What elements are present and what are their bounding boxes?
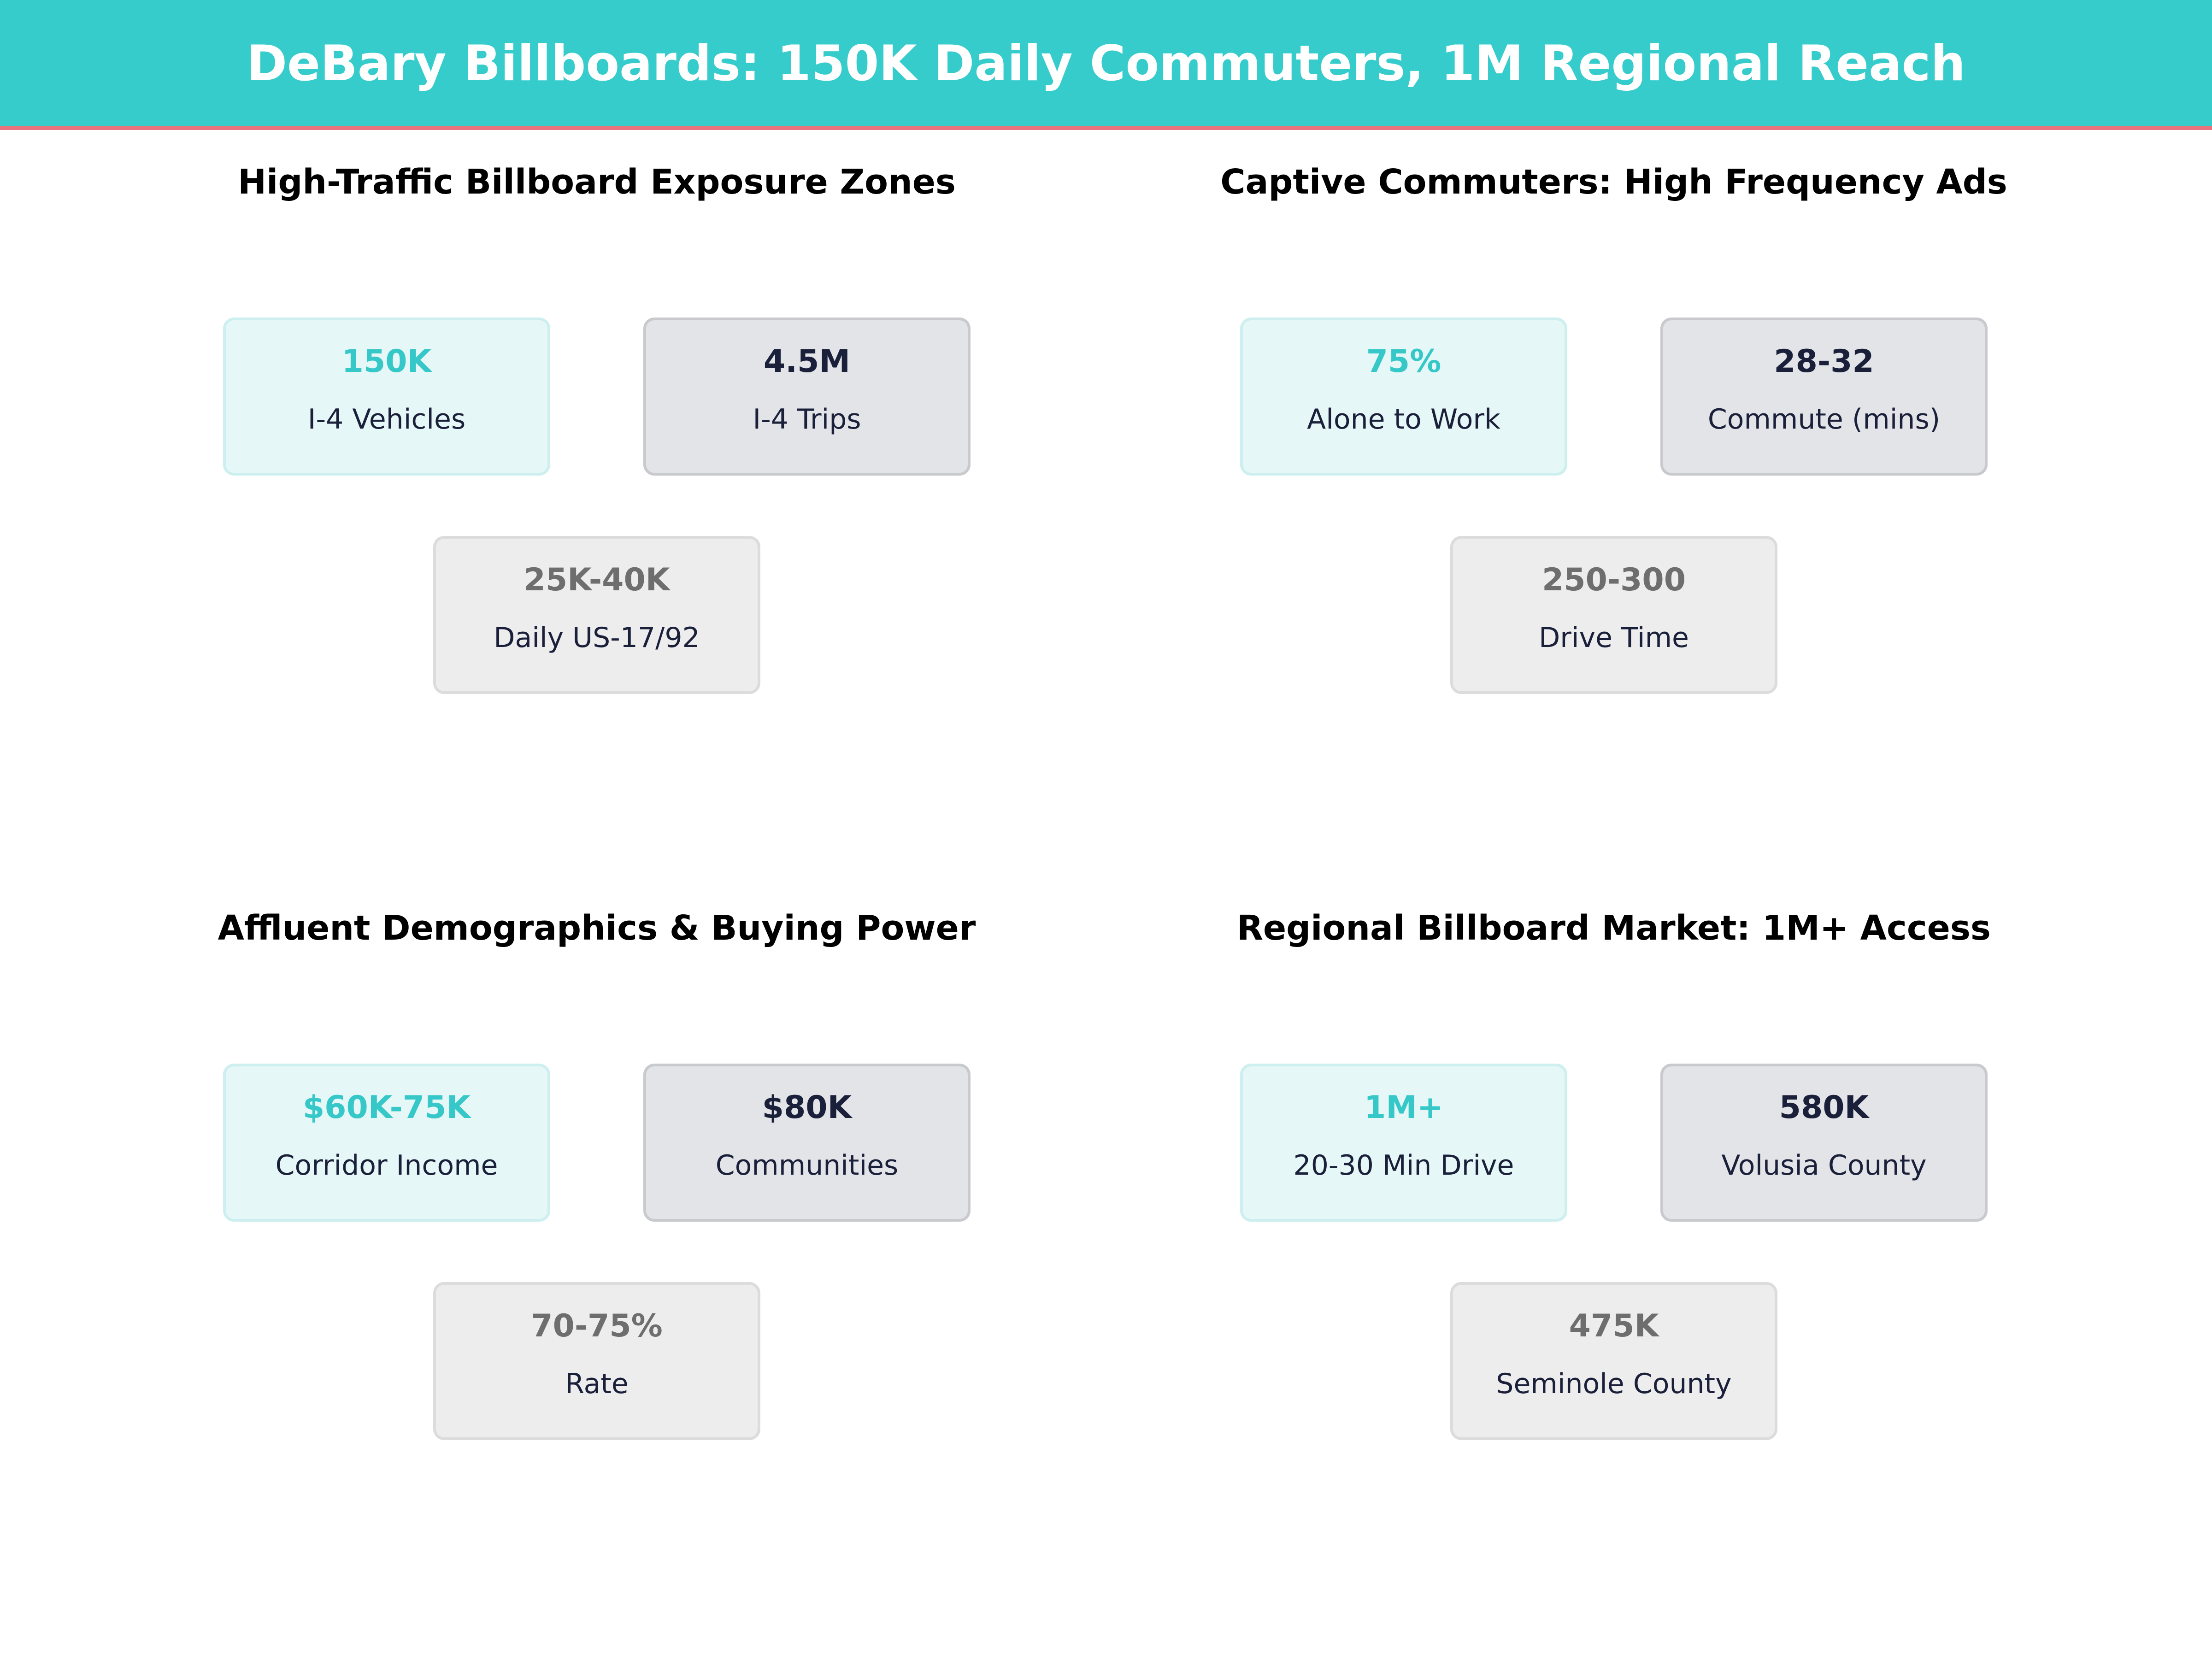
metric-card: $60K-75K Corridor Income: [223, 1064, 550, 1222]
metric-card: 28-32 Commute (mins): [1660, 318, 1988, 476]
panel-title: Regional Billboard Market: 1M+ Access: [1237, 908, 1991, 948]
metric-card: 1M+ 20-30 Min Drive: [1240, 1064, 1567, 1222]
metric-label: Seminole County: [1496, 1368, 1732, 1400]
metric-label: Commute (mins): [1707, 403, 1941, 435]
metric-value: 1M+: [1364, 1089, 1443, 1126]
metric-card: 475K Seminole County: [1450, 1282, 1777, 1440]
metric-card: 75% Alone to Work: [1240, 318, 1567, 476]
metric-card: $80K Communities: [643, 1064, 971, 1222]
panel-title: High-Traffic Billboard Exposure Zones: [238, 162, 956, 202]
metric-label: 20-30 Min Drive: [1293, 1149, 1514, 1182]
metric-label: I-4 Vehicles: [307, 403, 466, 435]
metric-value: 70-75%: [531, 1308, 663, 1344]
metric-card: 150K I-4 Vehicles: [223, 318, 550, 476]
page-title: DeBary Billboards: 150K Daily Commuters,…: [247, 35, 1965, 92]
header: DeBary Billboards: 150K Daily Commuters,…: [0, 0, 2212, 130]
metric-label: I-4 Trips: [753, 403, 861, 435]
metric-value: 75%: [1366, 343, 1441, 380]
metric-card: 4.5M I-4 Trips: [643, 318, 971, 476]
metric-label: Communities: [715, 1149, 899, 1182]
metric-label: Daily US-17/92: [494, 622, 700, 654]
metric-card: 70-75% Rate: [433, 1282, 760, 1440]
metric-card: 250-300 Drive Time: [1450, 536, 1777, 694]
metric-label: Alone to Work: [1307, 403, 1500, 435]
metric-card: 580K Volusia County: [1660, 1064, 1988, 1222]
metric-value: 580K: [1779, 1089, 1869, 1126]
metric-label: Volusia County: [1721, 1149, 1927, 1182]
panel-title: Captive Commuters: High Frequency Ads: [1220, 162, 2007, 202]
metric-label: Rate: [565, 1368, 629, 1400]
panel-title: Affluent Demographics & Buying Power: [218, 908, 976, 948]
metric-value: 28-32: [1774, 343, 1874, 380]
metric-value: 475K: [1569, 1308, 1659, 1344]
metric-value: $60K-75K: [302, 1089, 471, 1126]
metric-value: 150K: [341, 343, 432, 380]
metric-value: 25K-40K: [524, 562, 670, 598]
metric-label: Drive Time: [1539, 622, 1689, 654]
metric-value: 250-300: [1541, 562, 1686, 598]
metric-value: $80K: [762, 1089, 852, 1126]
metric-label: Corridor Income: [275, 1149, 498, 1182]
metric-card: 25K-40K Daily US-17/92: [433, 536, 760, 694]
metric-value: 4.5M: [763, 343, 851, 380]
